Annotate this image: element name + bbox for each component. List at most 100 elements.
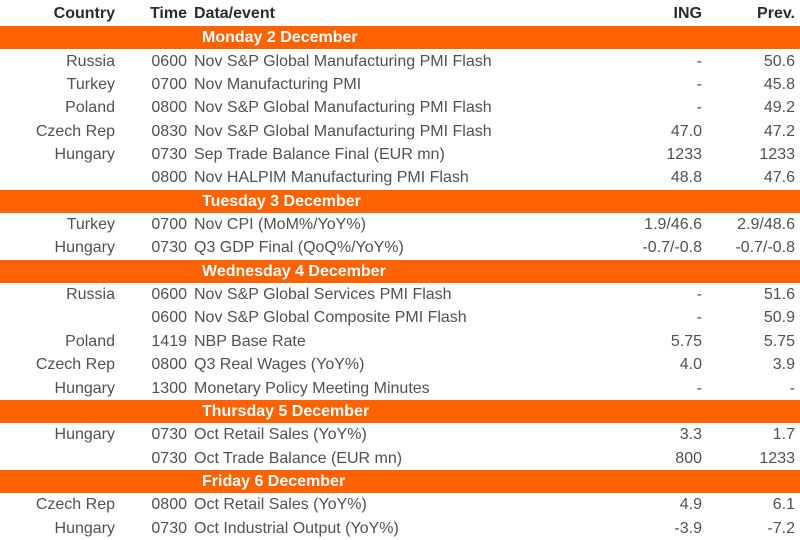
day-band-row-wednesday: Wednesday 4 December [0,259,800,283]
ing-forecast-cell: - [696,286,702,304]
prev-value-cell: 1233 [759,145,795,163]
country-cell: Russia [66,286,115,304]
ing-forecast-cell: 4.0 [679,356,702,374]
country-cell: Hungary [54,519,115,537]
prev-value-cell: 47.2 [763,122,795,140]
table-row: Hungary 0730 Q3 GDP Final (QoQ%/YoY%) -0… [0,236,800,259]
time-cell: 1419 [151,332,187,350]
time-cell: 0700 [151,75,187,93]
event-cell: Oct Retail Sales (YoY%) [194,496,367,514]
col-header-time: Time [149,4,187,22]
event-cell: Nov S&P Global Services PMI Flash [194,286,452,304]
prev-value-cell: 47.6 [763,169,795,187]
ing-forecast-cell: - [696,309,702,327]
day-band-row-monday: Monday 2 December [0,26,800,50]
prev-value-cell: -0.7/-0.8 [735,239,795,257]
ing-forecast-cell: 3.3 [679,426,702,444]
header-row: Country Time Data/event ING Prev. [0,0,800,26]
country-cell: Hungary [54,239,115,257]
col-header-ing: ING [673,4,702,22]
ing-forecast-cell: 48.8 [670,169,702,187]
time-cell: 0800 [151,356,187,374]
country-cell [0,306,115,329]
prev-value-cell: 1233 [759,449,795,467]
country-cell [0,166,115,189]
time-cell: 0730 [151,449,187,467]
table-header: Country Time Data/event ING Prev. [0,0,800,26]
prev-value-cell: - [789,379,795,397]
table-row: Turkey 0700 Nov Manufacturing PMI - 45.8 [0,73,800,96]
event-cell: Nov S&P Global Manufacturing PMI Flash [194,99,492,117]
country-cell: Czech Rep [35,122,115,140]
country-cell: Hungary [54,145,115,163]
country-cell: Czech Rep [35,496,115,514]
table-row: Hungary 0730 Oct Industrial Output (YoY%… [0,517,800,540]
event-cell: Nov HALPIM Manufacturing PMI Flash [194,169,469,187]
ing-forecast-cell: 1.9/46.6 [644,216,702,234]
event-cell: Nov Manufacturing PMI [194,75,362,93]
time-cell: 0800 [151,169,187,187]
ing-forecast-cell: - [696,99,702,117]
table-row: Czech Rep 0830 Nov S&P Global Manufactur… [0,119,800,142]
table-row: Russia 0600 Nov S&P Global Manufacturing… [0,49,800,72]
event-cell: Nov S&P Global Manufacturing PMI Flash [194,52,492,70]
prev-value-cell: 50.6 [763,52,795,70]
time-cell: 0800 [151,99,187,117]
time-cell: 0730 [151,519,187,537]
time-cell: 0700 [151,216,187,234]
prev-value-cell: 49.2 [763,99,795,117]
prev-value-cell: 5.75 [763,332,795,350]
col-header-country: Country [53,4,115,22]
day-band-row-thursday: Thursday 5 December [0,399,800,424]
day-band-label: Thursday 5 December [0,399,800,424]
prev-value-cell: 50.9 [763,309,795,327]
prev-value-cell: -7.2 [767,519,795,537]
prev-value-cell: 51.6 [763,286,795,304]
table-row: Czech Rep 0800 Q3 Real Wages (YoY%) 4.0 … [0,353,800,376]
ing-forecast-cell: 1233 [666,145,702,163]
day-band-label: Monday 2 December [0,26,800,50]
ing-forecast-cell: -0.7/-0.8 [642,239,702,257]
time-cell: 0730 [151,426,187,444]
table-row: 0800 Nov HALPIM Manufacturing PMI Flash … [0,166,800,189]
country-cell: Czech Rep [35,356,115,374]
time-cell: 0600 [151,286,187,304]
table-row: Poland 0800 Nov S&P Global Manufacturing… [0,96,800,119]
country-cell: Turkey [66,216,115,234]
table-row: Poland 1419 NBP Base Rate 5.75 5.75 [0,330,800,353]
time-cell: 0800 [151,496,187,514]
ing-forecast-cell: 800 [675,449,702,467]
time-cell: 1300 [151,379,187,397]
ing-forecast-cell: 47.0 [670,122,702,140]
time-cell: 0730 [151,239,187,257]
table-row: 0600 Nov S&P Global Composite PMI Flash … [0,306,800,329]
day-band-label: Wednesday 4 December [0,259,800,283]
day-band-row-friday: Friday 6 December [0,469,800,494]
prev-value-cell: 6.1 [772,496,795,514]
prev-value-cell: 2.9/48.6 [737,216,795,234]
time-cell: 0600 [151,52,187,70]
col-header-prev: Prev. [757,4,795,22]
ing-forecast-cell: 5.75 [670,332,702,350]
country-cell: Hungary [54,426,115,444]
prev-value-cell: 1.7 [772,426,795,444]
event-cell: Q3 GDP Final (QoQ%/YoY%) [194,239,404,257]
day-band-row-tuesday: Tuesday 3 December [0,189,800,213]
table-row: 0730 Oct Trade Balance (EUR mn) 800 1233 [0,446,800,469]
table-row: Hungary 0730 Sep Trade Balance Final (EU… [0,143,800,166]
day-band-label: Tuesday 3 December [0,189,800,213]
ing-forecast-cell: - [696,75,702,93]
country-cell [0,446,115,469]
table-row: Hungary 1300 Monetary Policy Meeting Min… [0,376,800,399]
ing-forecast-cell: 4.9 [679,496,702,514]
event-cell: Oct Trade Balance (EUR mn) [194,449,403,467]
table-row: Turkey 0700 Nov CPI (MoM%/YoY%) 1.9/46.6… [0,213,800,236]
country-cell: Hungary [54,379,115,397]
event-cell: Nov CPI (MoM%/YoY%) [194,216,366,234]
country-cell: Poland [65,332,115,350]
ing-forecast-cell: -3.9 [674,519,702,537]
country-cell: Russia [66,52,115,70]
time-cell: 0730 [151,145,187,163]
event-cell: Nov S&P Global Manufacturing PMI Flash [194,122,492,140]
